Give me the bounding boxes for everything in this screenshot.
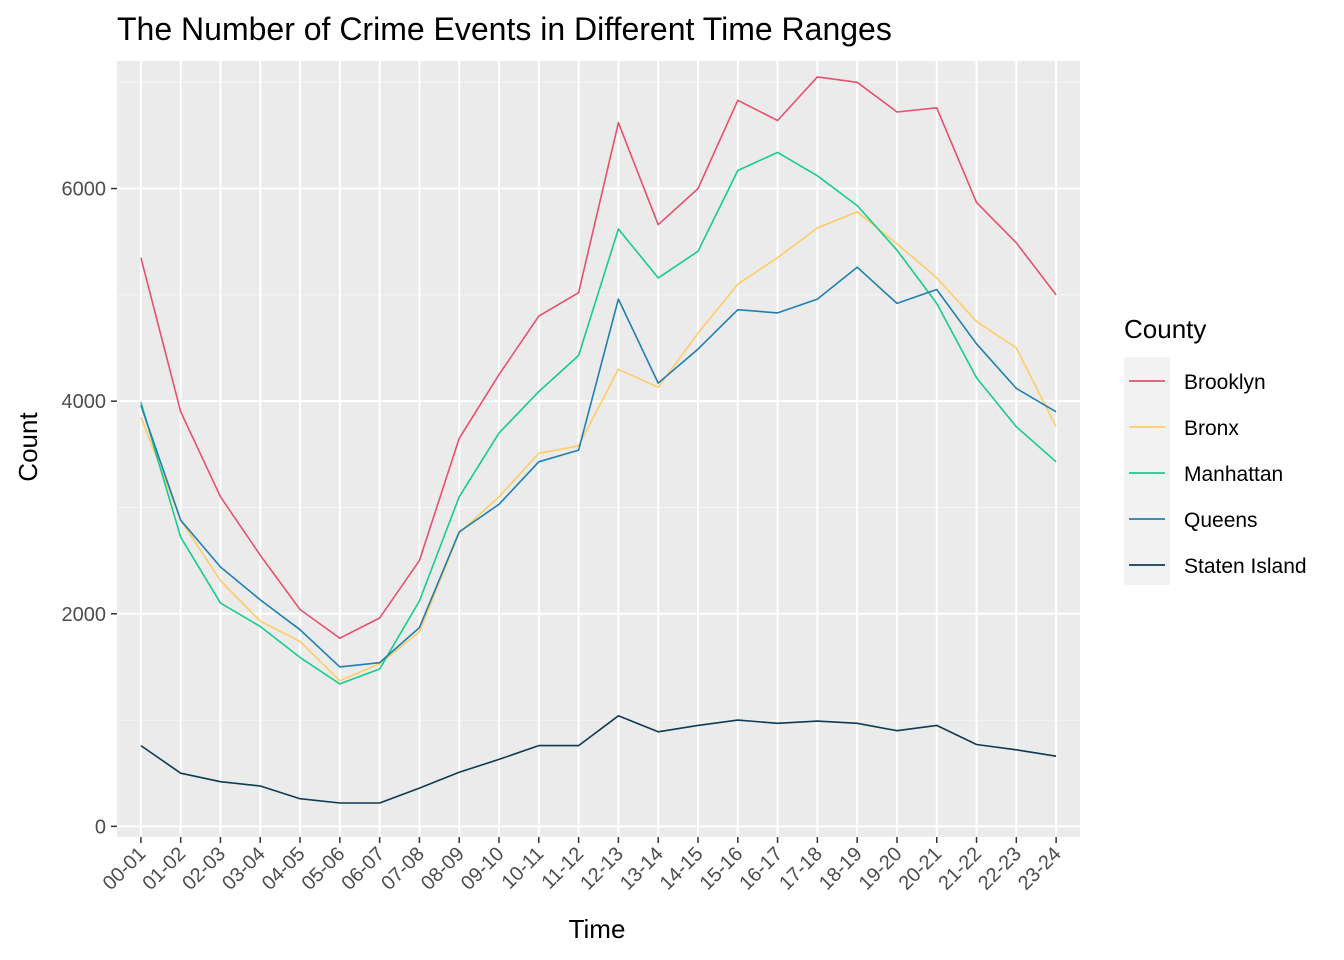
x-tick-label: 13-14 (616, 843, 668, 895)
x-tick-label: 16-17 (735, 843, 787, 895)
y-tick-label: 0 (95, 816, 106, 838)
series-line-brooklyn (140, 76, 1057, 640)
legend-label: Staten Island (1184, 555, 1307, 578)
x-tick-label: 19-20 (855, 843, 907, 895)
series-line-manhattan (140, 151, 1057, 685)
series-line-bronx (140, 211, 1057, 682)
y-axis-title: Count (13, 412, 43, 482)
x-tick-label: 18-19 (815, 843, 867, 895)
series-line-staten-island (140, 714, 1057, 804)
legend-label: Brooklyn (1184, 371, 1266, 394)
x-tick-label: 06-07 (337, 843, 389, 895)
x-tick-label: 09-10 (457, 843, 509, 895)
x-tick-label: 22-23 (974, 843, 1026, 895)
x-tick-label: 17-18 (775, 843, 827, 895)
x-tick-label: 08-09 (417, 843, 469, 895)
x-tick-label: 15-16 (696, 843, 748, 895)
legend: County Brooklyn Bronx Manhattan Queens State… (1124, 314, 1307, 585)
x-tick-label: 20-21 (895, 843, 947, 895)
y-tick-label: 6000 (62, 179, 107, 201)
x-tick-label: 23-24 (1014, 843, 1066, 895)
plot-panel (117, 61, 1080, 837)
x-axis-title: Time (569, 914, 626, 944)
x-tick-label: 04-05 (258, 843, 310, 895)
x-tick-label: 12-13 (576, 843, 628, 895)
y-tick-label: 2000 (62, 604, 107, 626)
x-tick-label: 03-04 (218, 843, 270, 895)
x-tick-label: 14-15 (656, 843, 708, 895)
legend-label: Queens (1184, 509, 1258, 532)
x-tick-label: 02-03 (178, 843, 230, 895)
legend-title: County (1124, 314, 1206, 344)
x-tick-label: 05-06 (298, 843, 350, 895)
series-lines (140, 76, 1057, 804)
x-tick-label: 01-02 (138, 843, 190, 895)
x-tick-label: 10-11 (498, 843, 549, 894)
x-tick-label: 00-01 (99, 843, 151, 895)
x-tick-label: 21-22 (934, 843, 986, 895)
x-tick-label: 07-08 (377, 843, 429, 895)
chart-title: The Number of Crime Events in Different … (117, 11, 892, 47)
legend-label: Bronx (1184, 417, 1239, 440)
y-tick-label: 4000 (62, 391, 107, 413)
x-tick-label: 11-12 (537, 843, 588, 894)
legend-label: Manhattan (1184, 463, 1283, 486)
series-line-queens (140, 266, 1057, 668)
legend-keys-background (1124, 357, 1170, 585)
